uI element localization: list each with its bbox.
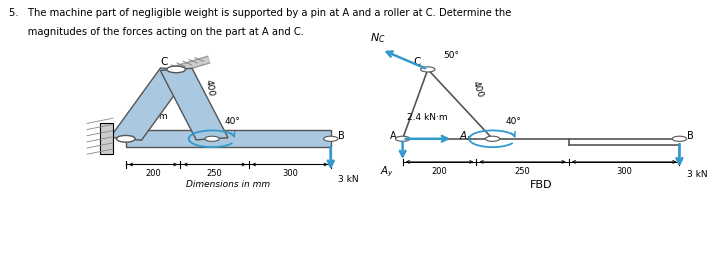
- Text: 250: 250: [207, 169, 222, 178]
- Text: 400: 400: [204, 79, 216, 98]
- Text: 3 kN: 3 kN: [338, 175, 359, 184]
- Circle shape: [116, 135, 135, 142]
- Text: $A_x$: $A_x$: [459, 129, 472, 143]
- Text: 2.4 kN·m: 2.4 kN·m: [408, 113, 448, 122]
- Polygon shape: [126, 130, 331, 147]
- Text: 200: 200: [431, 167, 447, 176]
- Text: C: C: [413, 57, 421, 67]
- Text: $A_y$: $A_y$: [380, 164, 394, 179]
- Text: Dimensions in mm: Dimensions in mm: [186, 180, 270, 189]
- Text: 300: 300: [616, 167, 632, 176]
- Text: 50°: 50°: [444, 51, 459, 60]
- Text: 200: 200: [145, 169, 161, 178]
- Text: 2.4 kN·m: 2.4 kN·m: [127, 112, 168, 121]
- Circle shape: [167, 66, 186, 73]
- Text: 3 kN: 3 kN: [687, 170, 707, 179]
- Text: B: B: [687, 131, 693, 141]
- Polygon shape: [110, 68, 192, 140]
- Text: A: A: [104, 131, 110, 141]
- Circle shape: [421, 67, 435, 72]
- Circle shape: [395, 136, 410, 141]
- Text: 300: 300: [282, 169, 298, 178]
- Text: 400: 400: [471, 80, 485, 99]
- Polygon shape: [100, 123, 113, 154]
- Text: C: C: [160, 57, 168, 67]
- Circle shape: [324, 136, 338, 141]
- Text: 40°: 40°: [225, 117, 241, 126]
- Circle shape: [485, 136, 500, 141]
- Text: $N_C$: $N_C$: [370, 31, 386, 44]
- Text: B: B: [338, 131, 344, 141]
- Circle shape: [205, 136, 219, 141]
- Text: magnitudes of the forces acting on the part at A and C.: magnitudes of the forces acting on the p…: [9, 27, 303, 37]
- Text: 40°: 40°: [505, 117, 521, 126]
- Text: 250: 250: [515, 167, 531, 176]
- Circle shape: [672, 136, 687, 141]
- Text: A: A: [390, 131, 397, 141]
- Polygon shape: [160, 68, 228, 140]
- Text: FBD: FBD: [530, 180, 552, 190]
- Text: 5.   The machine part of negligible weight is supported by a pin at A and a roll: 5. The machine part of negligible weight…: [9, 8, 511, 18]
